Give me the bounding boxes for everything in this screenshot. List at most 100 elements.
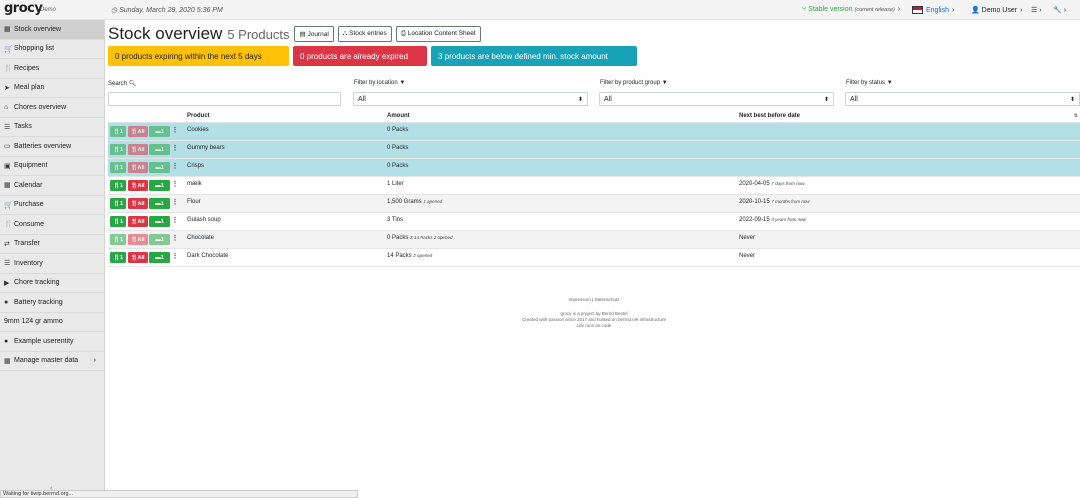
cutlery-icon: 🍴︎: [112, 182, 120, 189]
cutlery-icon: 🍴︎: [130, 254, 138, 261]
search-input[interactable]: [108, 92, 341, 106]
consume-all-button[interactable]: 🍴︎ All: [127, 252, 148, 263]
journal-button[interactable]: ▤ Journal: [294, 26, 334, 42]
more-actions-icon[interactable]: ⋮: [171, 253, 179, 260]
consume-one-button[interactable]: 🍴︎ 1: [110, 234, 126, 245]
consume-all-button[interactable]: 🍴︎ All: [127, 144, 148, 155]
consume-all-button[interactable]: 🍴︎ All: [127, 180, 148, 191]
more-actions-icon[interactable]: ⋮: [171, 181, 179, 188]
sidebar-item-recipes[interactable]: 🍴 Recipes: [0, 59, 104, 79]
fire-icon: ●: [4, 298, 9, 306]
settings-menu[interactable]: ☰ ›: [1031, 6, 1042, 15]
product-name[interactable]: Gummy bears: [187, 145, 225, 151]
open-one-button[interactable]: ▬ 1: [149, 144, 170, 155]
expiring-banner[interactable]: 0 products expiring within the next 5 da…: [108, 46, 289, 66]
consume-one-button[interactable]: 🍴︎ 1: [110, 216, 126, 227]
grocy-logo[interactable]: grocy: [4, 1, 43, 16]
top-navbar: grocy Demo ◷ Sunday, March 29, 2020 5:36…: [0, 0, 1080, 20]
toolbox-icon: ▣: [4, 162, 11, 170]
sort-icon[interactable]: ⇅: [1073, 113, 1078, 119]
box-open-icon: ▬: [155, 218, 161, 225]
product-group-filter-select[interactable]: All ⬍: [599, 92, 834, 106]
product-name[interactable]: Chocolate: [187, 235, 215, 241]
sidebar-item-tasks[interactable]: ☰ Tasks: [0, 118, 104, 137]
open-one-button[interactable]: ▬ 1: [149, 162, 170, 173]
below-min-banner[interactable]: 3 products are below defined min. stock …: [431, 46, 637, 66]
open-one-button[interactable]: ▬ 1: [149, 216, 170, 227]
product-name[interactable]: Flour: [187, 199, 201, 205]
sidebar-item-chores-overview[interactable]: ⌂ Chores overview: [0, 98, 104, 118]
open-one-button[interactable]: ▬ 1: [149, 198, 170, 209]
consume-all-button[interactable]: 🍴︎ All: [127, 198, 148, 209]
expired-banner[interactable]: 0 products are already expired: [293, 46, 427, 66]
bbd-column-header[interactable]: Next best before date: [739, 113, 801, 119]
stock-entries-button[interactable]: ⛬ Stock entries: [337, 26, 392, 42]
sidebar-item-consume[interactable]: 🍴 Consume: [0, 215, 104, 235]
more-actions-icon[interactable]: ⋮: [171, 199, 179, 206]
sidebar-item-calendar[interactable]: ▦ Calendar: [0, 176, 104, 196]
sidebar-item-stock-overview[interactable]: ▦ Stock overview: [0, 20, 104, 40]
user-menu[interactable]: 👤 Demo User ›: [971, 6, 1023, 15]
status-filter-select[interactable]: All ⬍: [845, 92, 1080, 106]
consume-one-button[interactable]: 🍴︎ 1: [110, 252, 126, 263]
location-content-sheet-button[interactable]: ⎙ Location Content Sheet: [395, 26, 481, 42]
consume-all-button[interactable]: 🍴︎ All: [127, 216, 148, 227]
sidebar-item-shopping-list[interactable]: 🛒 Shopping list: [0, 40, 104, 59]
consume-all-button[interactable]: 🍴︎ All: [127, 162, 148, 173]
sidebar-item-purchase[interactable]: 🛒 Purchase: [0, 196, 104, 215]
product-column-header[interactable]: Product: [187, 113, 210, 119]
sidebar-item-transfer[interactable]: ⇄ Transfer: [0, 235, 104, 254]
more-actions-icon[interactable]: ⋮: [171, 217, 179, 224]
cart-icon: 🛒: [4, 45, 13, 53]
consume-one-button[interactable]: 🍴︎ 1: [110, 162, 126, 173]
more-actions-icon[interactable]: ⋮: [171, 163, 179, 170]
sidebar-item-battery-tracking[interactable]: ● Battery tracking: [0, 293, 104, 313]
chevron-right-icon: ›: [93, 357, 96, 365]
consume-one-button[interactable]: 🍴︎ 1: [110, 198, 126, 209]
table-row: 🍴︎ 1 🍴︎ All ▬ 1 ⋮ Crisps 0 Packs: [108, 159, 1080, 177]
sidebar-item-batteries-overview[interactable]: ▭ Batteries overview: [0, 137, 104, 157]
consume-all-button[interactable]: 🍴︎ All: [127, 126, 148, 137]
consume-one-button[interactable]: 🍴︎ 1: [110, 144, 126, 155]
consume-all-button[interactable]: 🍴︎ All: [127, 234, 148, 245]
product-name[interactable]: Cookies: [187, 127, 209, 133]
version-link[interactable]: ⑂ Stable version (current release) ›: [802, 6, 901, 13]
sidebar-item-equipment[interactable]: ▣ Equipment: [0, 157, 104, 176]
open-one-button[interactable]: ▬ 1: [149, 180, 170, 191]
consume-one-button[interactable]: 🍴︎ 1: [110, 126, 126, 137]
open-one-button[interactable]: ▬ 1: [149, 252, 170, 263]
sidebar-collapse-button[interactable]: ‹: [50, 485, 53, 492]
amount-column-header[interactable]: Amount: [387, 113, 410, 119]
more-actions-icon[interactable]: ⋮: [171, 235, 179, 242]
sidebar-item-label: Inventory: [14, 259, 43, 267]
sidebar-item-meal-plan[interactable]: ➤ Meal plan: [0, 79, 104, 98]
sidebar-item-example-userentity[interactable]: ● Example userentity: [0, 332, 104, 352]
open-one-button[interactable]: ▬ 1: [149, 234, 170, 245]
battery-icon: ▭: [4, 143, 11, 151]
print-icon: ⎙: [400, 30, 406, 37]
cutlery-icon: 🍴︎: [130, 128, 138, 135]
sidebar-item-label: Recipes: [14, 64, 40, 72]
location-filter-select[interactable]: All ⬍: [353, 92, 588, 106]
table-row: 🍴︎ 1 🍴︎ All ▬ 1 ⋮ Cookies 0 Packs: [108, 123, 1080, 141]
consume-one-button[interactable]: 🍴︎ 1: [110, 180, 126, 191]
sidebar-item-9mm-124-gr-ammo[interactable]: 9mm 124 gr ammo: [0, 313, 104, 332]
sidebar-item-manage-master-data[interactable]: ▦ Manage master data ›: [0, 352, 104, 371]
logo-demo-label: Demo: [40, 7, 57, 13]
language-selector[interactable]: English ›: [912, 6, 954, 14]
product-name[interactable]: Crisps: [187, 163, 205, 169]
product-name[interactable]: Gulash soup: [187, 217, 221, 223]
sidebar-item-inventory[interactable]: ☰ Inventory: [0, 254, 104, 274]
product-name[interactable]: mælk: [187, 181, 202, 187]
box-open-icon: ▬: [155, 200, 161, 207]
open-one-button[interactable]: ▬ 1: [149, 126, 170, 137]
sidebar-item-chore-tracking[interactable]: ▶ Chore tracking: [0, 274, 104, 293]
more-actions-icon[interactable]: ⋮: [171, 145, 179, 152]
bbd-cell: Never: [739, 253, 756, 259]
amount-cell: 1 Liter: [387, 181, 404, 187]
tools-menu[interactable]: 🔧 ›: [1053, 6, 1067, 15]
more-actions-icon[interactable]: ⋮: [171, 127, 179, 134]
tasks-icon: ☰: [4, 123, 11, 131]
footer-links[interactable]: Impressum | Datenschutz: [568, 297, 620, 302]
product-name[interactable]: Dark Chocolate: [187, 253, 229, 259]
